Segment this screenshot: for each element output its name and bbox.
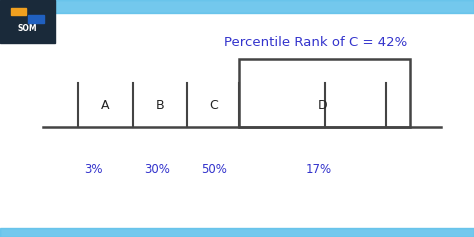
Text: SOM: SOM [18,24,37,33]
Bar [28,15,44,23]
Text: D: D [318,99,327,112]
Bar [0,0,55,43]
Bar [11,8,27,15]
Text: A: A [101,99,109,112]
Bar [0,228,474,237]
Bar [239,59,410,127]
Bar [0,0,474,13]
Text: 17%: 17% [306,163,332,176]
Text: 50%: 50% [201,163,227,176]
Text: Percentile Rank of C = 42%: Percentile Rank of C = 42% [224,36,407,49]
Text: 30%: 30% [145,163,170,176]
Text: B: B [156,99,164,112]
Text: 3%: 3% [84,163,103,176]
Text: C: C [209,99,218,112]
